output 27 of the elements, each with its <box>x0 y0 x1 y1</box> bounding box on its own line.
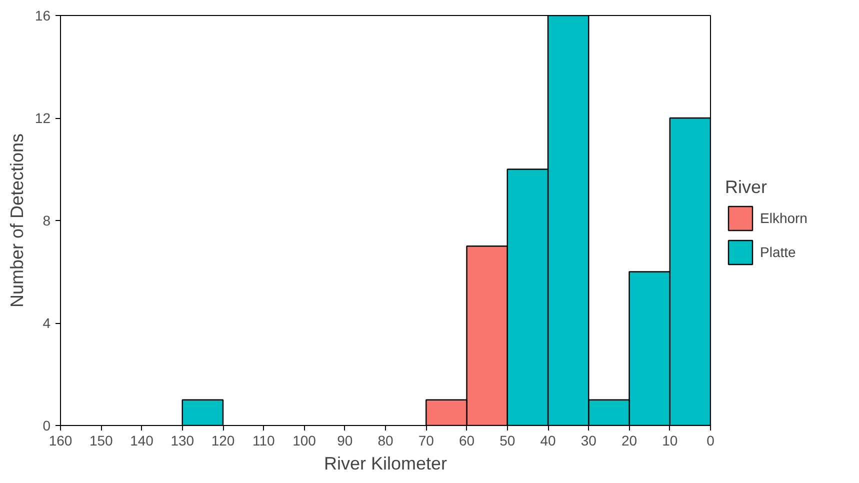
x-tick-label: 40 <box>540 432 556 448</box>
legend-label: Elkhorn <box>760 210 808 226</box>
x-tick-label: 140 <box>130 432 154 448</box>
y-tick-label: 8 <box>42 212 51 228</box>
y-tick-label: 4 <box>42 315 51 331</box>
x-tick-label: 80 <box>378 432 394 448</box>
x-tick-label: 160 <box>48 432 72 448</box>
y-tick-label: 12 <box>34 110 51 126</box>
y-tick-label: 0 <box>42 418 51 434</box>
x-tick-label: 110 <box>252 432 275 448</box>
legend-title: River <box>725 177 768 198</box>
x-tick-label: 30 <box>580 432 597 448</box>
x-tick-label: 10 <box>662 432 678 448</box>
x-tick-label: 20 <box>621 432 638 448</box>
x-tick-label: 50 <box>500 432 516 448</box>
x-tick-label: 90 <box>337 432 353 448</box>
x-tick-label: 120 <box>211 432 235 448</box>
x-tick-label: 70 <box>418 432 434 448</box>
x-tick-label: 130 <box>170 432 194 448</box>
y-tick-label: 16 <box>34 8 51 24</box>
x-tick-label: 60 <box>458 432 475 448</box>
x-tick-label: 100 <box>292 432 316 448</box>
y-axis-title: Number of Detections <box>6 133 27 308</box>
x-axis-title: River Kilometer <box>324 454 448 474</box>
legend-label: Platte <box>760 244 796 260</box>
x-tick-label: 0 <box>706 432 715 448</box>
x-tick-label: 150 <box>89 432 114 448</box>
